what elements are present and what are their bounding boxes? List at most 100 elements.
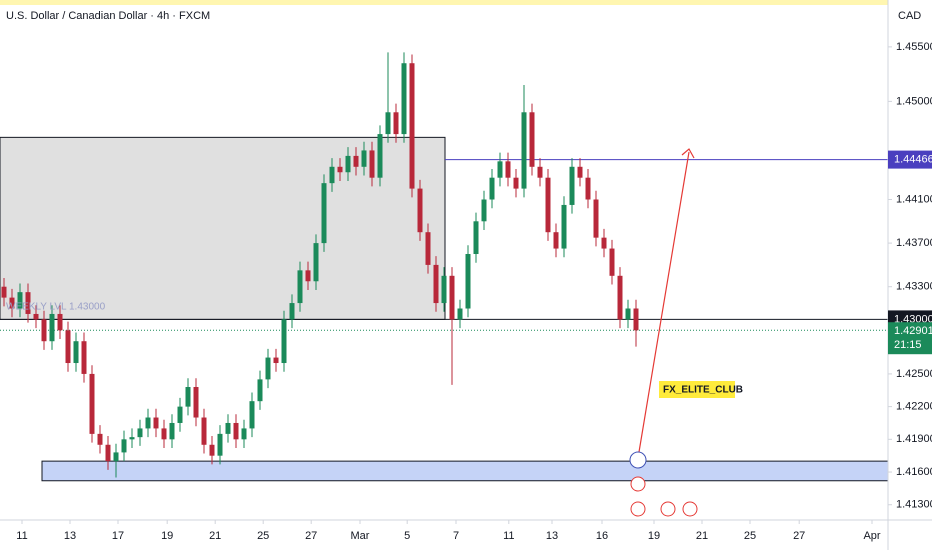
candle-body bbox=[297, 270, 303, 304]
event-icon bbox=[630, 501, 646, 517]
event-icon bbox=[660, 501, 676, 517]
x-tick-label: 11 bbox=[503, 530, 514, 542]
candle-body bbox=[545, 177, 551, 233]
candle-body bbox=[553, 232, 559, 249]
candle-body bbox=[201, 417, 207, 445]
candle-body bbox=[361, 150, 367, 167]
candle-body bbox=[129, 437, 135, 440]
last-price-label: 1.42901 bbox=[894, 325, 932, 337]
candle-body bbox=[441, 275, 447, 304]
y-tick-label: 1.45000 bbox=[896, 95, 932, 107]
candle-body bbox=[265, 357, 271, 380]
candle-body bbox=[289, 303, 295, 320]
top-strip bbox=[0, 0, 888, 5]
candle-body bbox=[577, 166, 583, 178]
x-tick-label: Apr bbox=[863, 530, 880, 542]
y-tick-label: 1.44100 bbox=[896, 193, 932, 205]
candle-body bbox=[233, 422, 239, 440]
candle-body bbox=[281, 319, 287, 364]
candle-body bbox=[321, 183, 327, 244]
candle-body bbox=[369, 150, 375, 178]
y-tick-label: 1.42500 bbox=[896, 368, 932, 380]
currency: CAD bbox=[898, 10, 921, 22]
candle-body bbox=[569, 166, 575, 205]
candle-body bbox=[505, 161, 511, 178]
candle-body bbox=[417, 188, 423, 233]
candle-body bbox=[33, 313, 39, 320]
candle-body bbox=[25, 292, 31, 314]
level-label: 1.44466 bbox=[894, 154, 932, 166]
candle-body bbox=[449, 275, 455, 320]
x-tick-label: 21 bbox=[696, 530, 708, 542]
candle-body bbox=[217, 433, 223, 456]
x-tick-label: 19 bbox=[161, 530, 173, 542]
candle-body bbox=[65, 330, 71, 364]
candle-body bbox=[313, 243, 319, 282]
event-icons bbox=[629, 451, 698, 517]
candle-body bbox=[113, 452, 119, 462]
candle-body bbox=[625, 308, 631, 320]
candle-body bbox=[305, 270, 311, 282]
candle-body bbox=[345, 155, 351, 173]
candle-body bbox=[49, 313, 55, 342]
candle-body bbox=[73, 341, 79, 364]
candle-body bbox=[377, 134, 383, 178]
countdown: 21:15 bbox=[894, 339, 922, 351]
y-tick-label: 1.45500 bbox=[896, 41, 932, 53]
x-tick-label: 13 bbox=[64, 530, 76, 542]
x-tick-label: 5 bbox=[404, 530, 410, 542]
candle-body bbox=[193, 387, 199, 418]
candle-body bbox=[401, 63, 407, 135]
y-tick-label: 1.43700 bbox=[896, 237, 932, 249]
candle-body bbox=[593, 199, 599, 238]
candle-body bbox=[337, 166, 343, 173]
candle-body bbox=[41, 319, 47, 342]
x-tick-label: 27 bbox=[793, 530, 805, 542]
x-tick-label: 11 bbox=[16, 530, 27, 542]
candle-body bbox=[105, 444, 111, 462]
candle-body bbox=[385, 112, 391, 135]
candle-body bbox=[609, 248, 615, 276]
event-icon bbox=[682, 501, 698, 517]
candle-body bbox=[425, 232, 431, 265]
x-tick-label: 13 bbox=[546, 530, 558, 542]
candle-body bbox=[153, 417, 159, 429]
candle-body bbox=[393, 112, 399, 135]
candle-body bbox=[137, 428, 143, 438]
candle-body bbox=[489, 177, 495, 200]
x-tick-label: 21 bbox=[209, 530, 221, 542]
y-tick-label: 1.41600 bbox=[896, 466, 932, 478]
grid bbox=[0, 159, 888, 331]
candle-body bbox=[457, 308, 463, 320]
candle-body bbox=[273, 357, 279, 364]
candle-body bbox=[601, 237, 607, 249]
candle-body bbox=[497, 161, 503, 178]
candle-body bbox=[353, 155, 359, 167]
candle-body bbox=[9, 297, 15, 309]
y-tick-label: 1.41300 bbox=[896, 499, 932, 511]
candle-body bbox=[209, 444, 215, 456]
candle-body bbox=[185, 387, 191, 407]
candle-body bbox=[1, 286, 7, 298]
level-label-box bbox=[888, 150, 932, 169]
candle-body bbox=[81, 341, 87, 374]
candle-body bbox=[585, 177, 591, 200]
x-tick-label: 27 bbox=[305, 530, 317, 542]
candle-body bbox=[121, 439, 127, 453]
candle-body bbox=[249, 401, 255, 429]
candle-body bbox=[537, 166, 543, 178]
candles bbox=[1, 52, 639, 478]
candle-body bbox=[521, 112, 527, 189]
chart-title: U.S. Dollar / Canadian Dollar · 4h · FXC… bbox=[6, 10, 210, 22]
x-tick-label: 19 bbox=[648, 530, 660, 542]
x-tick-label: 16 bbox=[596, 530, 608, 542]
arrow-head bbox=[681, 148, 695, 159]
candle-body bbox=[465, 254, 471, 309]
candle-body bbox=[257, 379, 263, 402]
zone bbox=[41, 460, 889, 482]
projection-arrow bbox=[637, 151, 690, 459]
candle-body bbox=[329, 166, 335, 184]
candle-body bbox=[481, 199, 487, 222]
candle-body bbox=[169, 422, 175, 440]
